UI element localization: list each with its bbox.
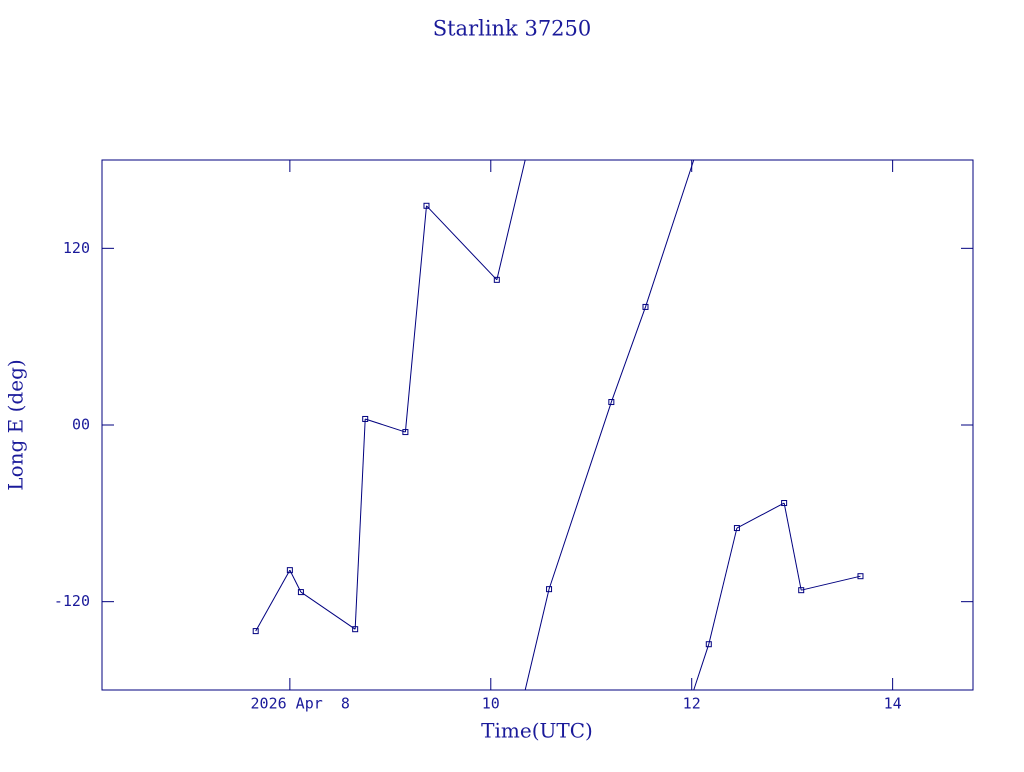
line-segment [548, 401, 612, 590]
line-segment [708, 527, 738, 645]
plot-frame [101, 159, 974, 691]
x-tick-label: 2026 Apr 8 [251, 695, 350, 713]
marker [402, 429, 409, 436]
line-segment [736, 502, 785, 529]
line-segment [255, 569, 291, 632]
x-tick-label: 12 [683, 695, 701, 713]
line-segment [645, 159, 695, 308]
x-tick-label: 14 [884, 695, 902, 713]
marker [493, 276, 500, 283]
line-segment [365, 418, 406, 433]
marker [362, 415, 369, 422]
line-segment [496, 159, 526, 280]
marker [781, 500, 788, 507]
line-segment [354, 418, 366, 630]
marker [352, 626, 359, 633]
y-axis-label: Long E (deg) [4, 359, 28, 490]
x-tick-label: 10 [482, 695, 500, 713]
y-tick-label: 00 [72, 416, 90, 434]
chart-title: Starlink 37250 [433, 17, 592, 41]
marker [642, 303, 649, 310]
marker [546, 586, 553, 593]
y-tick-label: -120 [54, 592, 90, 610]
marker [252, 628, 259, 635]
marker [608, 399, 615, 406]
y-tick-label: 120 [63, 239, 90, 257]
line-segment [404, 205, 427, 433]
line-segment [693, 644, 710, 691]
marker [286, 567, 293, 574]
marker [423, 202, 430, 209]
line-segment [289, 569, 302, 593]
line-segment [801, 575, 861, 591]
line-segment [426, 205, 498, 281]
marker [798, 587, 805, 594]
marker [857, 573, 864, 580]
x-axis-label: Time(UTC) [481, 719, 593, 743]
line-segment [610, 306, 646, 403]
marker [297, 589, 304, 596]
line-segment [300, 591, 356, 630]
marker [733, 525, 740, 532]
line-segment [783, 502, 802, 591]
line-segment [524, 589, 550, 691]
marker [705, 641, 712, 648]
